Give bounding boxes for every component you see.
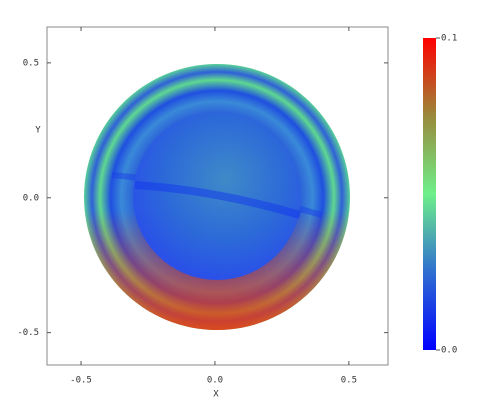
colorbar-tick-label: 0.1: [441, 34, 457, 44]
colorbar-tick-label: 0.0: [441, 346, 457, 356]
y-tick-label: 0.5: [23, 58, 39, 68]
y-tick-label: 0.0: [23, 193, 39, 203]
x-tick-label: 0.5: [341, 376, 357, 386]
y-tick-label: -0.5: [17, 328, 39, 338]
x-tick-label: 0.0: [207, 376, 223, 386]
field: [84, 64, 350, 330]
x-axis-label: X: [213, 390, 219, 400]
x-tick-label: -0.5: [70, 376, 92, 386]
colorbar: [423, 38, 436, 350]
y-axis-label: Y: [35, 126, 41, 136]
